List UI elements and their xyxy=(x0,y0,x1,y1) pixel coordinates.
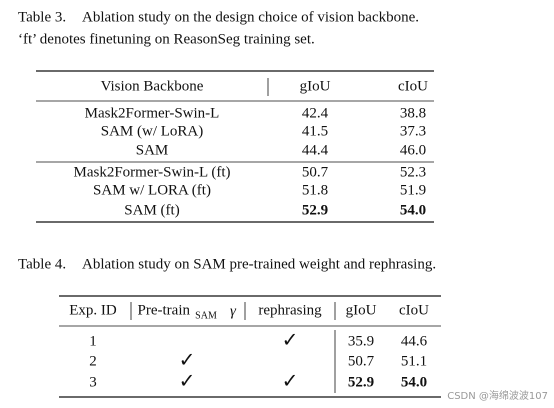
cell: 52.9 xyxy=(302,202,328,218)
header-cell: Vision Backbone xyxy=(101,78,204,94)
header-cell: Pre-train xyxy=(138,302,191,318)
cell: Mask2Former-Swin-L xyxy=(85,105,220,121)
cell: 2 xyxy=(89,353,97,369)
cell: ✓ xyxy=(282,330,299,352)
cell: 51.8 xyxy=(302,182,328,198)
caption-label: Table 3. xyxy=(18,9,66,25)
cell: 3 xyxy=(89,374,97,390)
cell: 44.4 xyxy=(302,142,329,158)
cell: 54.0 xyxy=(400,202,426,218)
cell: 50.7 xyxy=(302,164,329,180)
caption: Ablation study on SAM pre-trained weight… xyxy=(82,256,436,272)
cell: 52.3 xyxy=(400,164,426,180)
header-cell: cIoU xyxy=(398,78,428,94)
cell: 42.4 xyxy=(302,105,329,121)
header-cell: gIoU xyxy=(300,78,331,94)
cell: 1 xyxy=(89,333,97,349)
cell: ✓ xyxy=(179,371,196,393)
caption: ‘ft’ denotes finetuning on ReasonSeg tra… xyxy=(18,31,315,47)
cell: SAM w/ LORA (ft) xyxy=(93,182,211,198)
header-cell: gIoU xyxy=(346,302,377,318)
cell: 52.9 xyxy=(348,374,374,390)
cell: 41.5 xyxy=(302,123,328,139)
cell: 54.0 xyxy=(401,374,427,390)
header-cell: cIoU xyxy=(399,302,429,318)
cell: ✓ xyxy=(179,350,196,372)
header-cell: rephrasing xyxy=(258,302,322,318)
caption: Ablation study on the design choice of v… xyxy=(82,9,419,25)
header-subscript: SAM xyxy=(195,310,217,321)
cell: 50.7 xyxy=(348,353,375,369)
header-symbol: γ xyxy=(230,303,237,319)
watermark: CSDN @海绵波波107 xyxy=(447,389,548,402)
cell: SAM xyxy=(136,142,169,158)
cell: SAM (w/ LoRA) xyxy=(101,123,204,139)
cell: 51.9 xyxy=(400,182,426,198)
cell: 46.0 xyxy=(400,142,426,158)
cell: 38.8 xyxy=(400,105,426,121)
cell: 35.9 xyxy=(348,333,374,349)
header-cell: Exp. ID xyxy=(69,302,117,318)
caption-label: Table 4. xyxy=(18,256,66,272)
cell: 37.3 xyxy=(400,123,426,139)
cell: Mask2Former-Swin-L (ft) xyxy=(73,164,230,180)
cell: 44.6 xyxy=(401,333,428,349)
cell: 51.1 xyxy=(401,353,427,369)
cell: ✓ xyxy=(282,371,299,393)
cell: SAM (ft) xyxy=(124,202,179,218)
